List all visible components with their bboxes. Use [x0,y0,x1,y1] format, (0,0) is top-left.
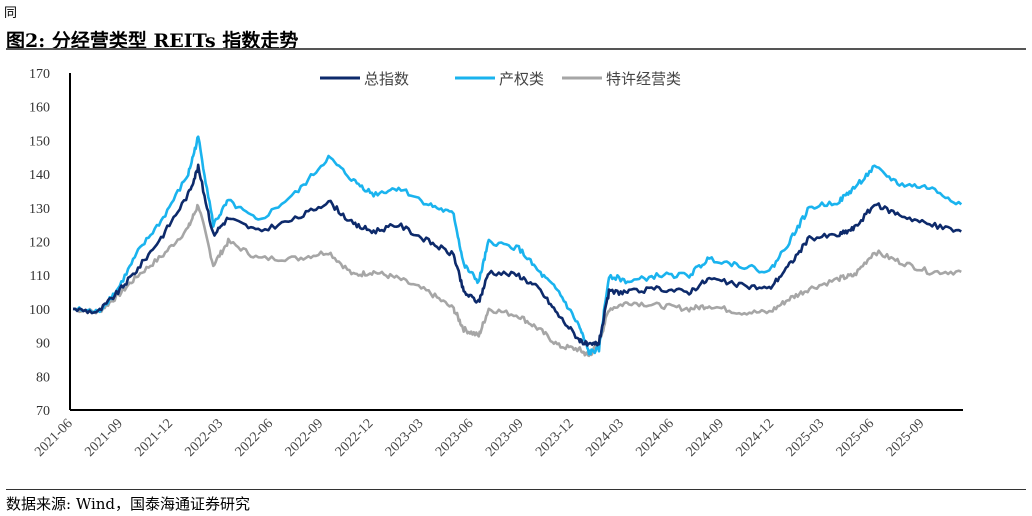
x-tick-label: 2023-12 [533,416,577,460]
y-tick-label: 150 [29,134,50,149]
y-tick-label: 110 [30,269,50,284]
y-tick-label: 120 [29,236,50,251]
x-tick-label: 2025-03 [784,416,828,460]
legend-label: 特许经营类 [606,70,681,88]
y-tick-label: 170 [29,67,50,82]
title-divider [6,48,1026,50]
y-tick-label: 70 [36,404,50,419]
y-tick-label: 80 [36,370,50,385]
source-note: 数据来源: Wind，国泰海通证券研究 [6,495,251,513]
x-tick-label: 2023-03 [383,416,427,460]
series-line-特许经营类 [72,203,962,358]
source-divider [6,489,1026,490]
x-tick-label: 2023-06 [433,416,477,460]
x-tick-label: 2022-06 [233,416,277,460]
x-tick-label: 2022-12 [333,416,377,460]
figure-title: 图2: 分经营类型 REITs 指数走势 [6,30,299,52]
x-tick-label: 2022-03 [183,416,227,460]
x-tick-label: 2024-03 [583,416,627,460]
corner-mark: 同 [4,6,18,21]
y-tick-label: 140 [29,168,50,183]
x-tick-label: 2021-09 [82,416,126,460]
x-tick-label: 2021-06 [32,416,76,460]
series-line-总指数 [72,163,962,347]
y-tick-label: 90 [36,337,50,352]
x-tick-label: 2021-12 [132,416,176,460]
x-tick-label: 2025-09 [884,416,928,460]
y-tick-label: 130 [29,202,50,217]
legend-label: 产权类 [499,70,544,88]
y-tick-label: 100 [29,303,50,318]
series-line-产权类 [72,135,963,356]
x-tick-label: 2025-06 [834,416,878,460]
y-tick-label: 160 [29,101,50,116]
x-tick-label: 2024-09 [683,416,727,460]
x-tick-label: 2023-09 [483,416,527,460]
x-tick-label: 2024-06 [633,416,677,460]
x-tick-label: 2024-12 [734,416,778,460]
legend-label: 总指数 [364,70,409,88]
x-tick-label: 2022-09 [283,416,327,460]
